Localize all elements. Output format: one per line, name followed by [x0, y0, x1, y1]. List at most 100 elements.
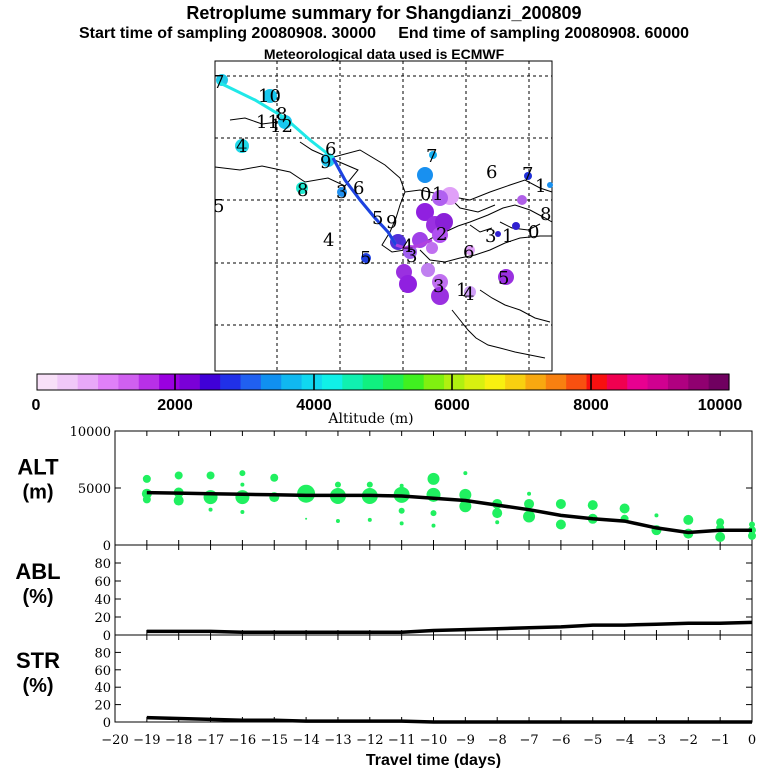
xtick-label: −1 — [711, 733, 730, 748]
colorbar-cell — [362, 374, 384, 390]
altitude-point — [716, 518, 725, 527]
colorbar-cell — [688, 374, 710, 390]
xtick-label: −5 — [583, 733, 602, 748]
map-point-label: 5 — [372, 208, 383, 229]
xtick-label: −3 — [647, 733, 666, 748]
ytick-label: 80 — [94, 557, 111, 572]
cbar-tick: 0 — [32, 397, 41, 414]
colorbar-cell — [505, 374, 527, 390]
ytick-label: 20 — [94, 611, 111, 626]
altitude-point — [523, 510, 536, 523]
panel-abl: ABL(%) 80 60 40 20 0 — [15, 544, 753, 644]
map-point-label: 6 — [463, 242, 474, 263]
altitude-point — [459, 500, 472, 513]
altitude-point — [431, 523, 436, 528]
map-point-label: 7 — [213, 72, 224, 93]
start-time-label: Start time of sampling 20080908. 30000 — [78, 25, 376, 42]
altitude-point — [335, 519, 340, 524]
colorbar-cell — [77, 374, 99, 390]
map-point-label: 10 — [258, 86, 281, 107]
colorbar-cell — [240, 374, 262, 390]
altitude-point — [492, 508, 503, 519]
map-point-label: 8 — [540, 204, 551, 225]
altitude-point — [174, 471, 183, 480]
xtick-label: −4 — [615, 733, 634, 748]
xtick-label: −18 — [165, 733, 192, 748]
altitude-point — [367, 517, 372, 522]
cbar-tick: 4000 — [296, 397, 332, 414]
ytick-label: 60 — [94, 664, 111, 679]
map-point-label: 3 — [433, 276, 444, 297]
altitude-point — [366, 481, 373, 488]
colorbar-frame — [36, 373, 730, 391]
ytick-label: 0 — [103, 716, 111, 731]
ytick-label: 80 — [94, 646, 111, 661]
colorbar-cell — [383, 374, 404, 390]
xtick-label: −9 — [456, 733, 475, 748]
trajectory-final — [395, 238, 433, 250]
map-point-label: 3 — [336, 182, 347, 203]
map-point-label: 11 — [256, 112, 279, 133]
colorbar-cell — [199, 374, 221, 390]
altitude-point — [524, 498, 535, 509]
altitude-point — [173, 495, 184, 506]
map-point-label: 1 — [432, 184, 443, 205]
map-point-label: 1 — [456, 280, 467, 301]
altitude-point — [587, 500, 598, 511]
altitude-point — [240, 509, 245, 514]
altitude-point — [142, 495, 151, 504]
altitude-point — [527, 491, 532, 496]
colorbar-cell — [98, 374, 120, 390]
map-point-label: 9 — [320, 152, 331, 173]
chart-title: Retroplume summary for Shangdianzi_20080… — [186, 3, 582, 23]
panel-ylabel: ALT — [17, 454, 59, 479]
map-point-label: 6 — [353, 178, 364, 199]
colorbar-cell — [118, 374, 140, 390]
xtick-label: 0 — [748, 733, 756, 748]
met-data-label: Meteorological data used is ECMWF — [263, 46, 505, 62]
colorbar-cell — [444, 374, 466, 390]
xtick-label: −19 — [133, 733, 160, 748]
ytick-label: 40 — [94, 681, 111, 696]
colorbar-cell — [321, 374, 343, 390]
x-axis-label: Travel time (days) — [366, 752, 501, 768]
series-line — [146, 620, 753, 635]
altitude-point — [240, 482, 245, 487]
altitude-point — [399, 483, 404, 488]
map-point-label: 4 — [236, 136, 247, 157]
series-line — [146, 490, 752, 535]
xtick-label: −16 — [229, 733, 256, 748]
colorbar-cell — [342, 374, 364, 390]
altitude-point — [239, 470, 246, 477]
map-point-label: 7 — [522, 164, 533, 185]
ytick-label: 60 — [94, 575, 111, 590]
colorbar-cell — [159, 374, 181, 390]
colorbar-cell — [220, 374, 242, 390]
altitude-point — [142, 474, 151, 483]
map-point-label: 6 — [325, 139, 336, 160]
colorbar-cell — [545, 374, 567, 390]
colorbar-cell — [464, 374, 486, 390]
map-point-label: 1 — [502, 226, 513, 247]
xtick-label: −15 — [261, 733, 288, 748]
ytick-label: 0 — [103, 629, 111, 644]
colorbar-cell — [525, 374, 547, 390]
altitude-point — [235, 490, 250, 505]
map-point-label: 6 — [486, 162, 497, 183]
map-point-label: 12 — [270, 116, 293, 137]
colorbar-cell — [627, 374, 649, 390]
map-point-label: 8 — [297, 180, 308, 201]
altitude-point — [555, 498, 566, 509]
altitude-point — [206, 471, 215, 480]
end-time-label: End time of sampling 20080908. 60000 — [398, 25, 690, 42]
colorbar-cell — [606, 374, 628, 390]
panel-yunit: (%) — [22, 675, 53, 697]
map-point-label: 0 — [420, 184, 431, 205]
colorbar-cell — [301, 374, 323, 390]
altitude-point — [208, 507, 213, 512]
trajectory-late — [331, 157, 398, 246]
colorbar-cell — [57, 374, 79, 390]
colorbar-cells — [37, 374, 730, 390]
